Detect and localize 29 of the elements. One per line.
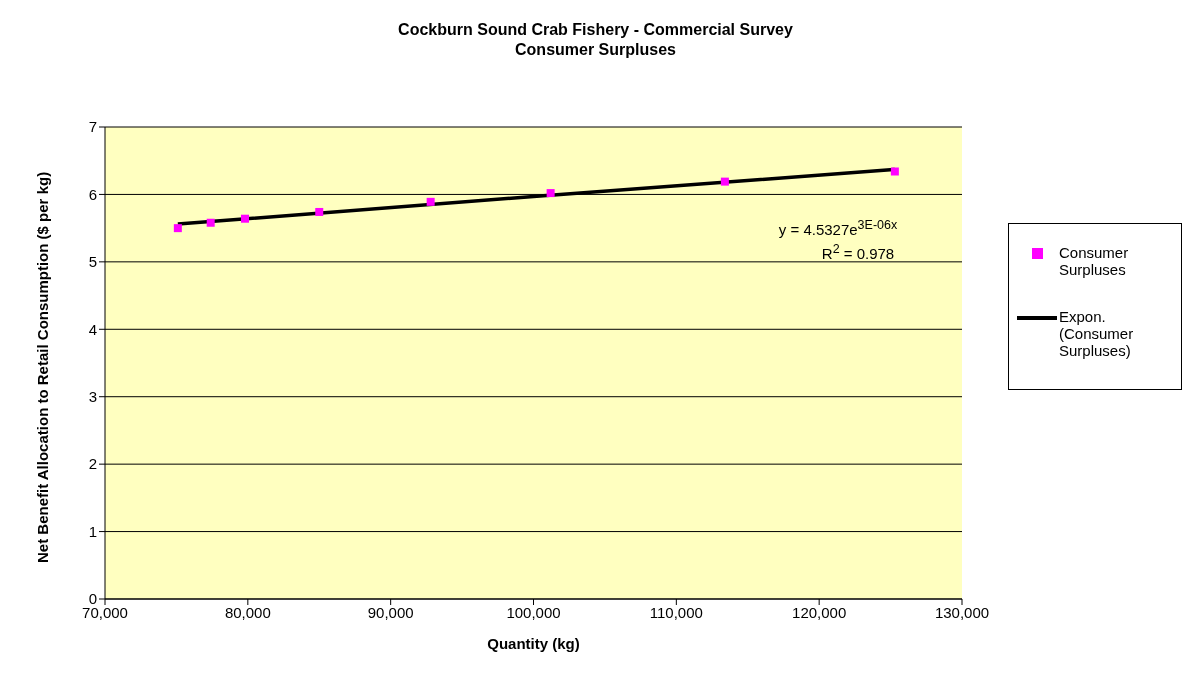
- legend-label: Consumer Surpluses: [1059, 244, 1130, 278]
- y-tick-label: 1: [88, 522, 97, 540]
- x-tick-label: 90,000: [367, 603, 414, 621]
- point: [890, 167, 899, 176]
- y-tick-label: 3: [88, 388, 97, 406]
- point: [546, 189, 555, 198]
- y-tick-label: 2: [88, 455, 97, 473]
- point: [720, 177, 729, 186]
- chart-subtitle: Consumer Surpluses: [514, 40, 677, 60]
- y-tick-label: 4: [88, 320, 97, 338]
- y-axis-title: Net Benefit Allocation to Retail Consumption ($ per kg): [34, 171, 52, 563]
- legend-label: Expon. (Consumer Surpluses): [1059, 308, 1135, 359]
- x-axis-title: Quantity (kg): [487, 635, 580, 652]
- x-tick-label: 130,000: [934, 603, 990, 621]
- point: [426, 197, 435, 206]
- x-tick-label: 110,000: [649, 603, 703, 621]
- annotation: y = 4.5327e$^{3E-06x}$: [777, 218, 899, 238]
- x-tick-label: 80,000: [224, 603, 271, 621]
- x-tick-label: 120,000: [792, 603, 847, 621]
- annotation: R$^{2}$ = 0.978: [820, 242, 896, 262]
- y-tick-label: 5: [88, 253, 97, 271]
- x-tick-label: 100,000: [506, 603, 561, 621]
- point: [240, 214, 249, 223]
- point: [206, 218, 215, 227]
- y-tick-label: 6: [88, 185, 97, 203]
- y-tick-label: 7: [88, 118, 97, 136]
- point: [173, 224, 182, 233]
- chart-title: Cockburn Sound Crab Fishery - Commercial Survey: [397, 20, 794, 40]
- point: [315, 207, 324, 216]
